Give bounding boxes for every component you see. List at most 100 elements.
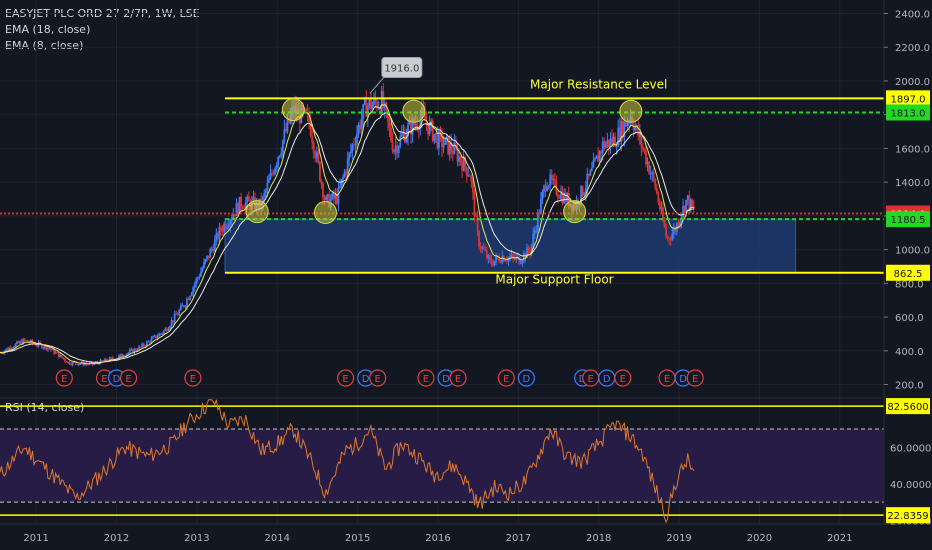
earnings-marker[interactable] (119, 369, 138, 387)
candle-body (458, 156, 460, 162)
rsi-tick-label: 60.0000 (890, 443, 931, 454)
earnings-marker[interactable] (184, 369, 202, 387)
candle-body (319, 161, 321, 181)
candle-body (632, 123, 635, 131)
candle-body (377, 107, 380, 109)
candle-body (526, 247, 528, 258)
time-tick-label: 2018 (586, 533, 611, 544)
candle-body (141, 344, 144, 347)
candle-body (286, 118, 289, 132)
earnings-marker[interactable] (497, 369, 515, 387)
candle-body (649, 173, 652, 175)
candle-body (618, 127, 621, 142)
candle-body (660, 207, 663, 210)
candle-body (546, 187, 548, 191)
candle-body (456, 148, 459, 162)
earnings-marker[interactable] (449, 369, 467, 387)
candle-body (288, 118, 290, 123)
circled-point-marker (245, 200, 269, 224)
level-price-badge (886, 104, 930, 121)
candle-body (651, 172, 654, 174)
price-tick-label: 600.0 (895, 313, 924, 324)
candle-body (204, 259, 207, 262)
candle-body (428, 122, 431, 135)
earnings-marker-label: D (523, 374, 531, 385)
candle-body (20, 341, 23, 345)
earnings-marker[interactable] (417, 369, 435, 387)
candle-body (217, 233, 219, 240)
candle-body (25, 340, 28, 342)
candle-body (368, 99, 371, 107)
candle-body (583, 193, 586, 196)
candle-body (144, 346, 147, 348)
candle-body (244, 202, 247, 210)
candle-body (492, 263, 494, 266)
candle-body (179, 305, 182, 311)
candle-body (317, 151, 320, 162)
circled-point-marker (402, 99, 426, 123)
candle-body (479, 247, 482, 249)
earnings-marker[interactable] (369, 369, 387, 387)
candle-body (145, 341, 148, 347)
rsi-level-badge (886, 398, 930, 415)
candle-body (11, 348, 14, 350)
candle-body (512, 254, 514, 257)
candle-body (634, 126, 637, 131)
candle-body (489, 255, 491, 260)
candle-body (356, 133, 358, 145)
rsi-legend: RSI (14, close) (5, 401, 85, 414)
candle-body (560, 192, 562, 199)
candle-body (549, 174, 552, 186)
candle-body (184, 305, 187, 307)
candle-body (467, 175, 470, 177)
earnings-marker[interactable] (517, 369, 535, 387)
candle-body (220, 227, 222, 231)
candle-body (9, 347, 12, 350)
candle-body (353, 144, 355, 146)
candle-body (17, 341, 20, 344)
candle-body (54, 352, 57, 354)
candle-body (441, 133, 443, 148)
candle-body (652, 172, 655, 180)
candle-body (326, 194, 329, 197)
candle-body (448, 142, 451, 154)
candle-body (332, 193, 335, 199)
candle-body (26, 340, 29, 342)
candle-body (688, 195, 691, 209)
candle-body (557, 194, 559, 197)
earnings-marker[interactable] (336, 369, 355, 387)
earnings-marker[interactable] (686, 369, 704, 387)
candle-body (362, 104, 365, 119)
candle-body (544, 185, 547, 191)
candle-body (533, 230, 536, 234)
candle-body (125, 353, 128, 357)
earnings-marker[interactable] (614, 369, 632, 387)
candle-body (597, 155, 599, 162)
candle-body (343, 171, 346, 177)
candle-body (380, 90, 383, 113)
candle-body (677, 223, 680, 227)
level-price-badge (886, 211, 930, 228)
candle-body (535, 230, 538, 232)
candle-body (170, 320, 173, 327)
candle-body (390, 127, 392, 141)
candle-body (240, 196, 242, 207)
candle-body (617, 127, 620, 147)
candle-body (580, 186, 582, 203)
earnings-marker[interactable] (55, 369, 73, 387)
candle-body (266, 182, 269, 191)
candle-body (550, 174, 553, 181)
candle-body (215, 233, 218, 240)
candle-body (275, 164, 278, 169)
candle-body (315, 151, 318, 159)
candle-body (196, 277, 199, 279)
candle-body (272, 173, 275, 175)
ema-slow-legend: EMA (18, close) (5, 23, 91, 36)
candle-body (149, 341, 151, 343)
rsi-level-badge (886, 507, 930, 524)
candle-body (158, 333, 161, 337)
candle-body (662, 207, 664, 221)
time-tick-label: 2013 (184, 533, 209, 544)
candle-body (589, 170, 592, 176)
